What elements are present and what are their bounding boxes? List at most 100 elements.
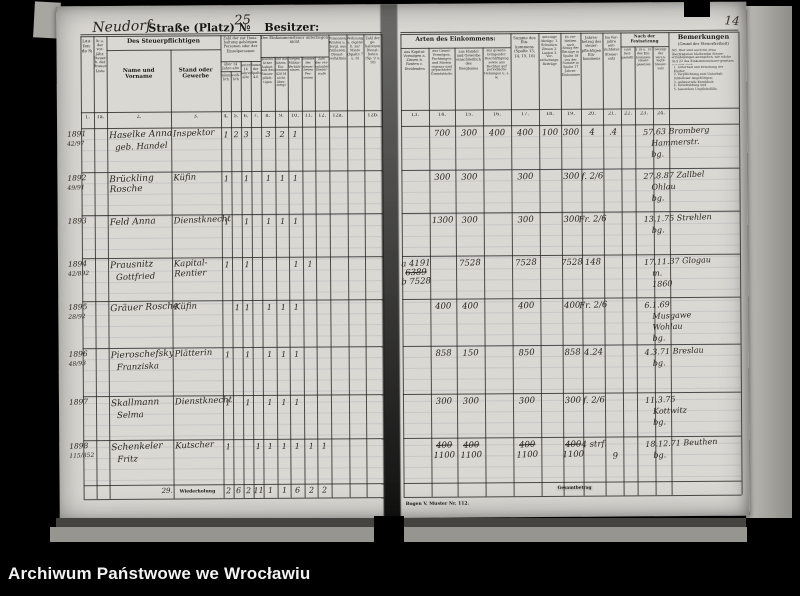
col-header: weib- lich bbox=[231, 73, 241, 82]
column-number: 23. bbox=[639, 111, 648, 117]
cell-value: Fr. 2/6 bbox=[578, 214, 607, 226]
col-header: sind fest- gestellt bbox=[621, 48, 634, 60]
column-number: 12. bbox=[318, 113, 327, 119]
grid-line bbox=[83, 497, 385, 501]
grid-line bbox=[287, 56, 292, 498]
cell-value: 4.24 bbox=[583, 347, 604, 359]
cell-value: 400 bbox=[488, 128, 506, 139]
row-exempt-count: 1 bbox=[292, 173, 299, 183]
cell-value: 1100 bbox=[562, 449, 585, 461]
column-number: 17. bbox=[520, 112, 529, 118]
row-number: 1897 bbox=[68, 397, 89, 407]
col-header: Nach der Festsetzung bbox=[630, 34, 659, 44]
col-header: gewöhn- licher Aufent- halt des Steuer- … bbox=[260, 57, 275, 84]
ruling-line bbox=[402, 376, 741, 381]
column-number: 12b. bbox=[367, 113, 379, 119]
col-header: Stand oder Gewerbe bbox=[178, 67, 213, 81]
row-exempt-count: 1 bbox=[294, 397, 300, 407]
row-remark: bg. bbox=[652, 417, 667, 427]
summary-exempt-count: 2 bbox=[308, 485, 314, 495]
row-exempt-count: 1 bbox=[281, 441, 287, 451]
cell-value: 858 bbox=[435, 348, 452, 360]
column-number: 12a. bbox=[332, 113, 344, 119]
col-header: beträgt der veran- lagte Steuer- satz bbox=[654, 48, 667, 71]
row-exempt-count: 1 bbox=[293, 259, 299, 269]
row-exempt-count: 1 bbox=[280, 397, 287, 407]
cell-value: Fr. 2/6 bbox=[579, 300, 608, 312]
ruling-line bbox=[401, 233, 740, 238]
row-exempt-count: 1 bbox=[266, 349, 273, 360]
row-number: 1896 bbox=[68, 349, 88, 359]
row-exempt-count: 1 bbox=[279, 173, 285, 183]
col-header: Lau- fen- de № bbox=[81, 39, 93, 54]
col-header: Name und Vorname bbox=[122, 67, 155, 81]
cell-value: 300 bbox=[518, 395, 536, 407]
row-person-count: 1 bbox=[225, 442, 232, 452]
cell-value: .4 bbox=[608, 127, 618, 138]
scanner-background-band bbox=[746, 6, 792, 518]
row-exempt-count: 1 bbox=[266, 302, 273, 313]
cell-value: 150 bbox=[462, 348, 479, 359]
row-exempt-count: 1 bbox=[306, 259, 313, 269]
col-header: Summe des Ein- kommens (Spalte 13, 14, 1… bbox=[513, 36, 536, 59]
ruling-line bbox=[402, 387, 741, 392]
row-exempt-count: 1 bbox=[293, 302, 300, 312]
column-number: 16. bbox=[492, 112, 501, 118]
row-exempt-count: 1 bbox=[308, 441, 314, 451]
col-header: Pensionen, Renten u. dergl. aus früherem… bbox=[328, 36, 347, 61]
grid-line bbox=[220, 71, 241, 73]
row-name: Schenkeler bbox=[111, 441, 163, 454]
row-occupation: Küfin bbox=[174, 301, 198, 313]
row-remark: bg. bbox=[653, 450, 667, 460]
column-number: 3. bbox=[193, 114, 199, 120]
col-header: Der Einkommensteuer unterliegen nicht bbox=[260, 35, 328, 45]
row-name-2: Franziska bbox=[116, 361, 160, 374]
page-number-handwritten: 14 bbox=[723, 13, 741, 29]
grid-line bbox=[274, 56, 279, 498]
col-header: § 18 u. 19 des Ein- kommen- steuer- gese… bbox=[635, 48, 652, 67]
summary-exempt-count: 2 bbox=[321, 485, 328, 495]
row-prev-number: 115/852 bbox=[69, 451, 95, 460]
col-header: Des Steuerpflichtigen bbox=[126, 37, 200, 45]
gutter-gap bbox=[374, 516, 404, 545]
column-number: 19. bbox=[566, 111, 575, 117]
grid-line bbox=[314, 56, 320, 498]
row-number: 1892 bbox=[67, 173, 87, 183]
ruling-line bbox=[402, 288, 741, 293]
film-notch bbox=[684, 0, 710, 17]
row-exempt-count: 1 bbox=[292, 216, 299, 226]
column-number: 15. bbox=[464, 112, 473, 118]
row-occupation: Kutscher bbox=[175, 439, 215, 452]
cell-value: f. 2/6 bbox=[581, 171, 604, 183]
cell-value: 7528 bbox=[458, 258, 482, 269]
row-exempt-count: 1 bbox=[267, 441, 274, 452]
row-prev-number: 28/92 bbox=[68, 313, 86, 321]
row-name-2: geb. Handel bbox=[114, 140, 168, 154]
col-header: 1. Unterhalt und Erziehung der Kinder; 2… bbox=[673, 65, 724, 91]
col-header: Summe der Spalten 4-6 bbox=[250, 62, 261, 80]
cell-value: b 7528 bbox=[401, 276, 432, 288]
ruling-line bbox=[403, 431, 742, 436]
cell-value: 300 bbox=[460, 128, 478, 139]
cell-value: 700 bbox=[433, 128, 451, 140]
column-number: 18. bbox=[545, 111, 554, 117]
col-header: Anteilige Abzüge: 1. Schulden- Zinsen 2.… bbox=[539, 35, 560, 67]
col-header: weil das Jahres- Ein- kommen 420 M nicht… bbox=[274, 57, 289, 88]
column-number: 13. bbox=[410, 112, 419, 118]
row-name-2: Fritz bbox=[117, 454, 139, 466]
row-prev-number: 48/93 bbox=[68, 360, 87, 368]
col-header: Zahl der ver- anlagten Steuer- stufe bbox=[315, 57, 329, 76]
cell-value: 9 bbox=[612, 451, 619, 462]
col-header: (Grund der Steuerfreiheit) bbox=[677, 41, 730, 47]
cell-value: 300 bbox=[517, 214, 534, 226]
row-occupation: Kapital-Rentier bbox=[173, 258, 208, 280]
row-name: Gräuer Rosche bbox=[110, 301, 179, 315]
cell-value: 1300 bbox=[431, 215, 454, 227]
ruling-line bbox=[401, 244, 740, 249]
col-header: männ- lich bbox=[220, 73, 231, 82]
cell-value: 300 bbox=[434, 172, 451, 184]
col-header: aus Kapital- Vermögen a. Zinsen b. Rente… bbox=[403, 49, 426, 71]
archive-caption: Archiwum Państwowe we Wrocławiu bbox=[8, 564, 311, 583]
grid-line bbox=[403, 494, 742, 499]
